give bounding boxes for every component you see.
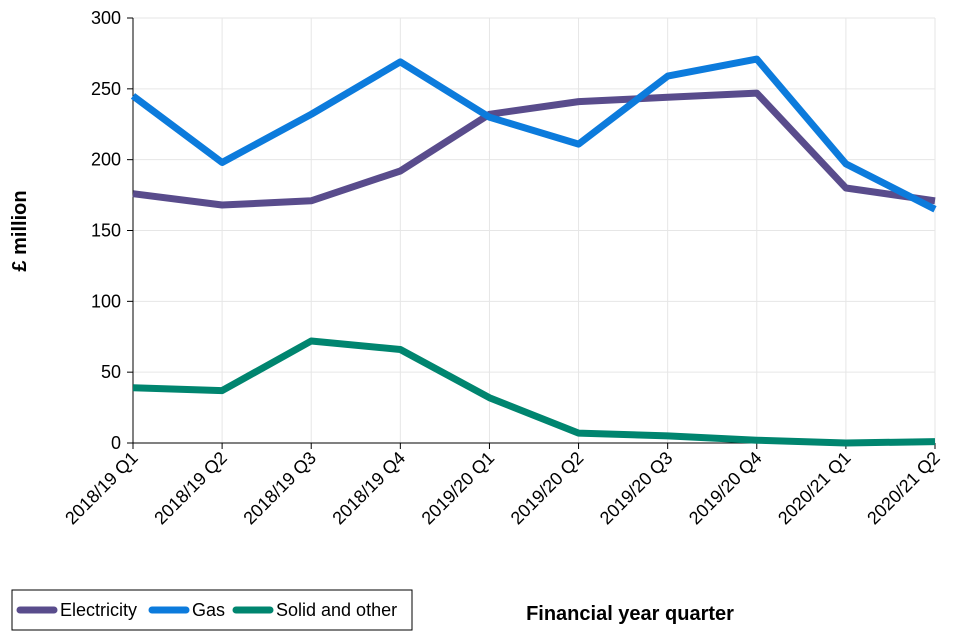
- legend: Electricity Gas Solid and other: [11, 589, 413, 631]
- gridlines: [132, 17, 936, 444]
- legend-box: [11, 589, 413, 631]
- x-tick-label: 2018/19 Q3: [239, 448, 320, 529]
- x-tick-label: 2018/19 Q2: [150, 448, 231, 529]
- series-line-electricity: [132, 89, 936, 209]
- y-axis-title: £ million: [9, 190, 31, 271]
- legend-label-solid-and-other: Solid and other: [276, 600, 397, 620]
- y-tick-label: 300: [91, 8, 121, 28]
- y-tick-label: 150: [91, 221, 121, 241]
- legend-label-electricity: Electricity: [60, 600, 137, 620]
- x-tick-label: 2019/20 Q1: [418, 448, 499, 529]
- legend-label-gas: Gas: [192, 600, 225, 620]
- y-tick-label: 200: [91, 150, 121, 170]
- x-axis-title: Financial year quarter: [526, 603, 734, 625]
- x-tick-label: 2018/19 Q4: [328, 448, 409, 529]
- y-tick-label: 0: [111, 433, 121, 453]
- x-tick-label: 2019/20 Q3: [596, 448, 677, 529]
- y-tick-label: 250: [91, 79, 121, 99]
- y-axis-ticks: 0 50 100 150 200 250 300: [91, 8, 133, 453]
- series-lines: [130, 55, 937, 447]
- series-line-solid-and-other: [132, 337, 936, 447]
- x-tick-label: 2018/19 Q1: [61, 448, 142, 529]
- series-line-gas: [130, 55, 937, 213]
- x-tick-label: 2019/20 Q4: [685, 448, 766, 529]
- x-tick-label: 2019/20 Q2: [507, 448, 588, 529]
- y-tick-label: 50: [101, 362, 121, 382]
- y-tick-label: 100: [91, 291, 121, 311]
- x-tick-label: 2020/21 Q2: [863, 448, 944, 529]
- x-axis-ticks: 2018/19 Q1 2018/19 Q2 2018/19 Q3 2018/19 Q4…: [61, 443, 944, 528]
- x-tick-label: 2020/21 Q1: [774, 448, 855, 529]
